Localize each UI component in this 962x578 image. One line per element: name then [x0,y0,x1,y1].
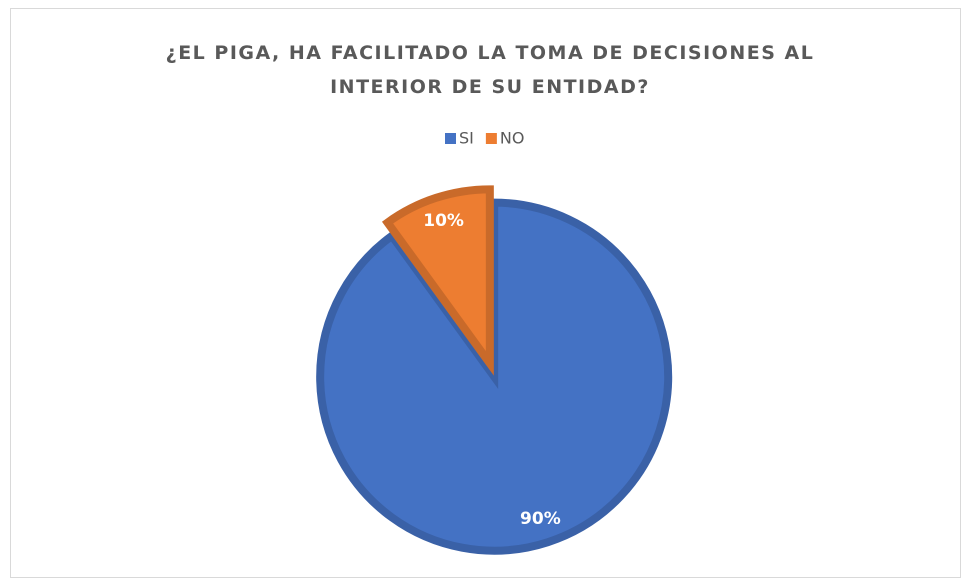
data-label: 90% [520,509,561,529]
chart-title: ¿EL PIGA, HA FACILITADO LA TOMA DE DECIS… [165,42,815,98]
legend-swatch [485,133,497,144]
pie-slice [316,198,673,555]
data-label: 10% [423,211,464,231]
legend-swatch [445,133,456,144]
pie-slice [381,185,494,376]
legend-label: NO [500,129,525,148]
legend-label: SI [459,129,474,148]
